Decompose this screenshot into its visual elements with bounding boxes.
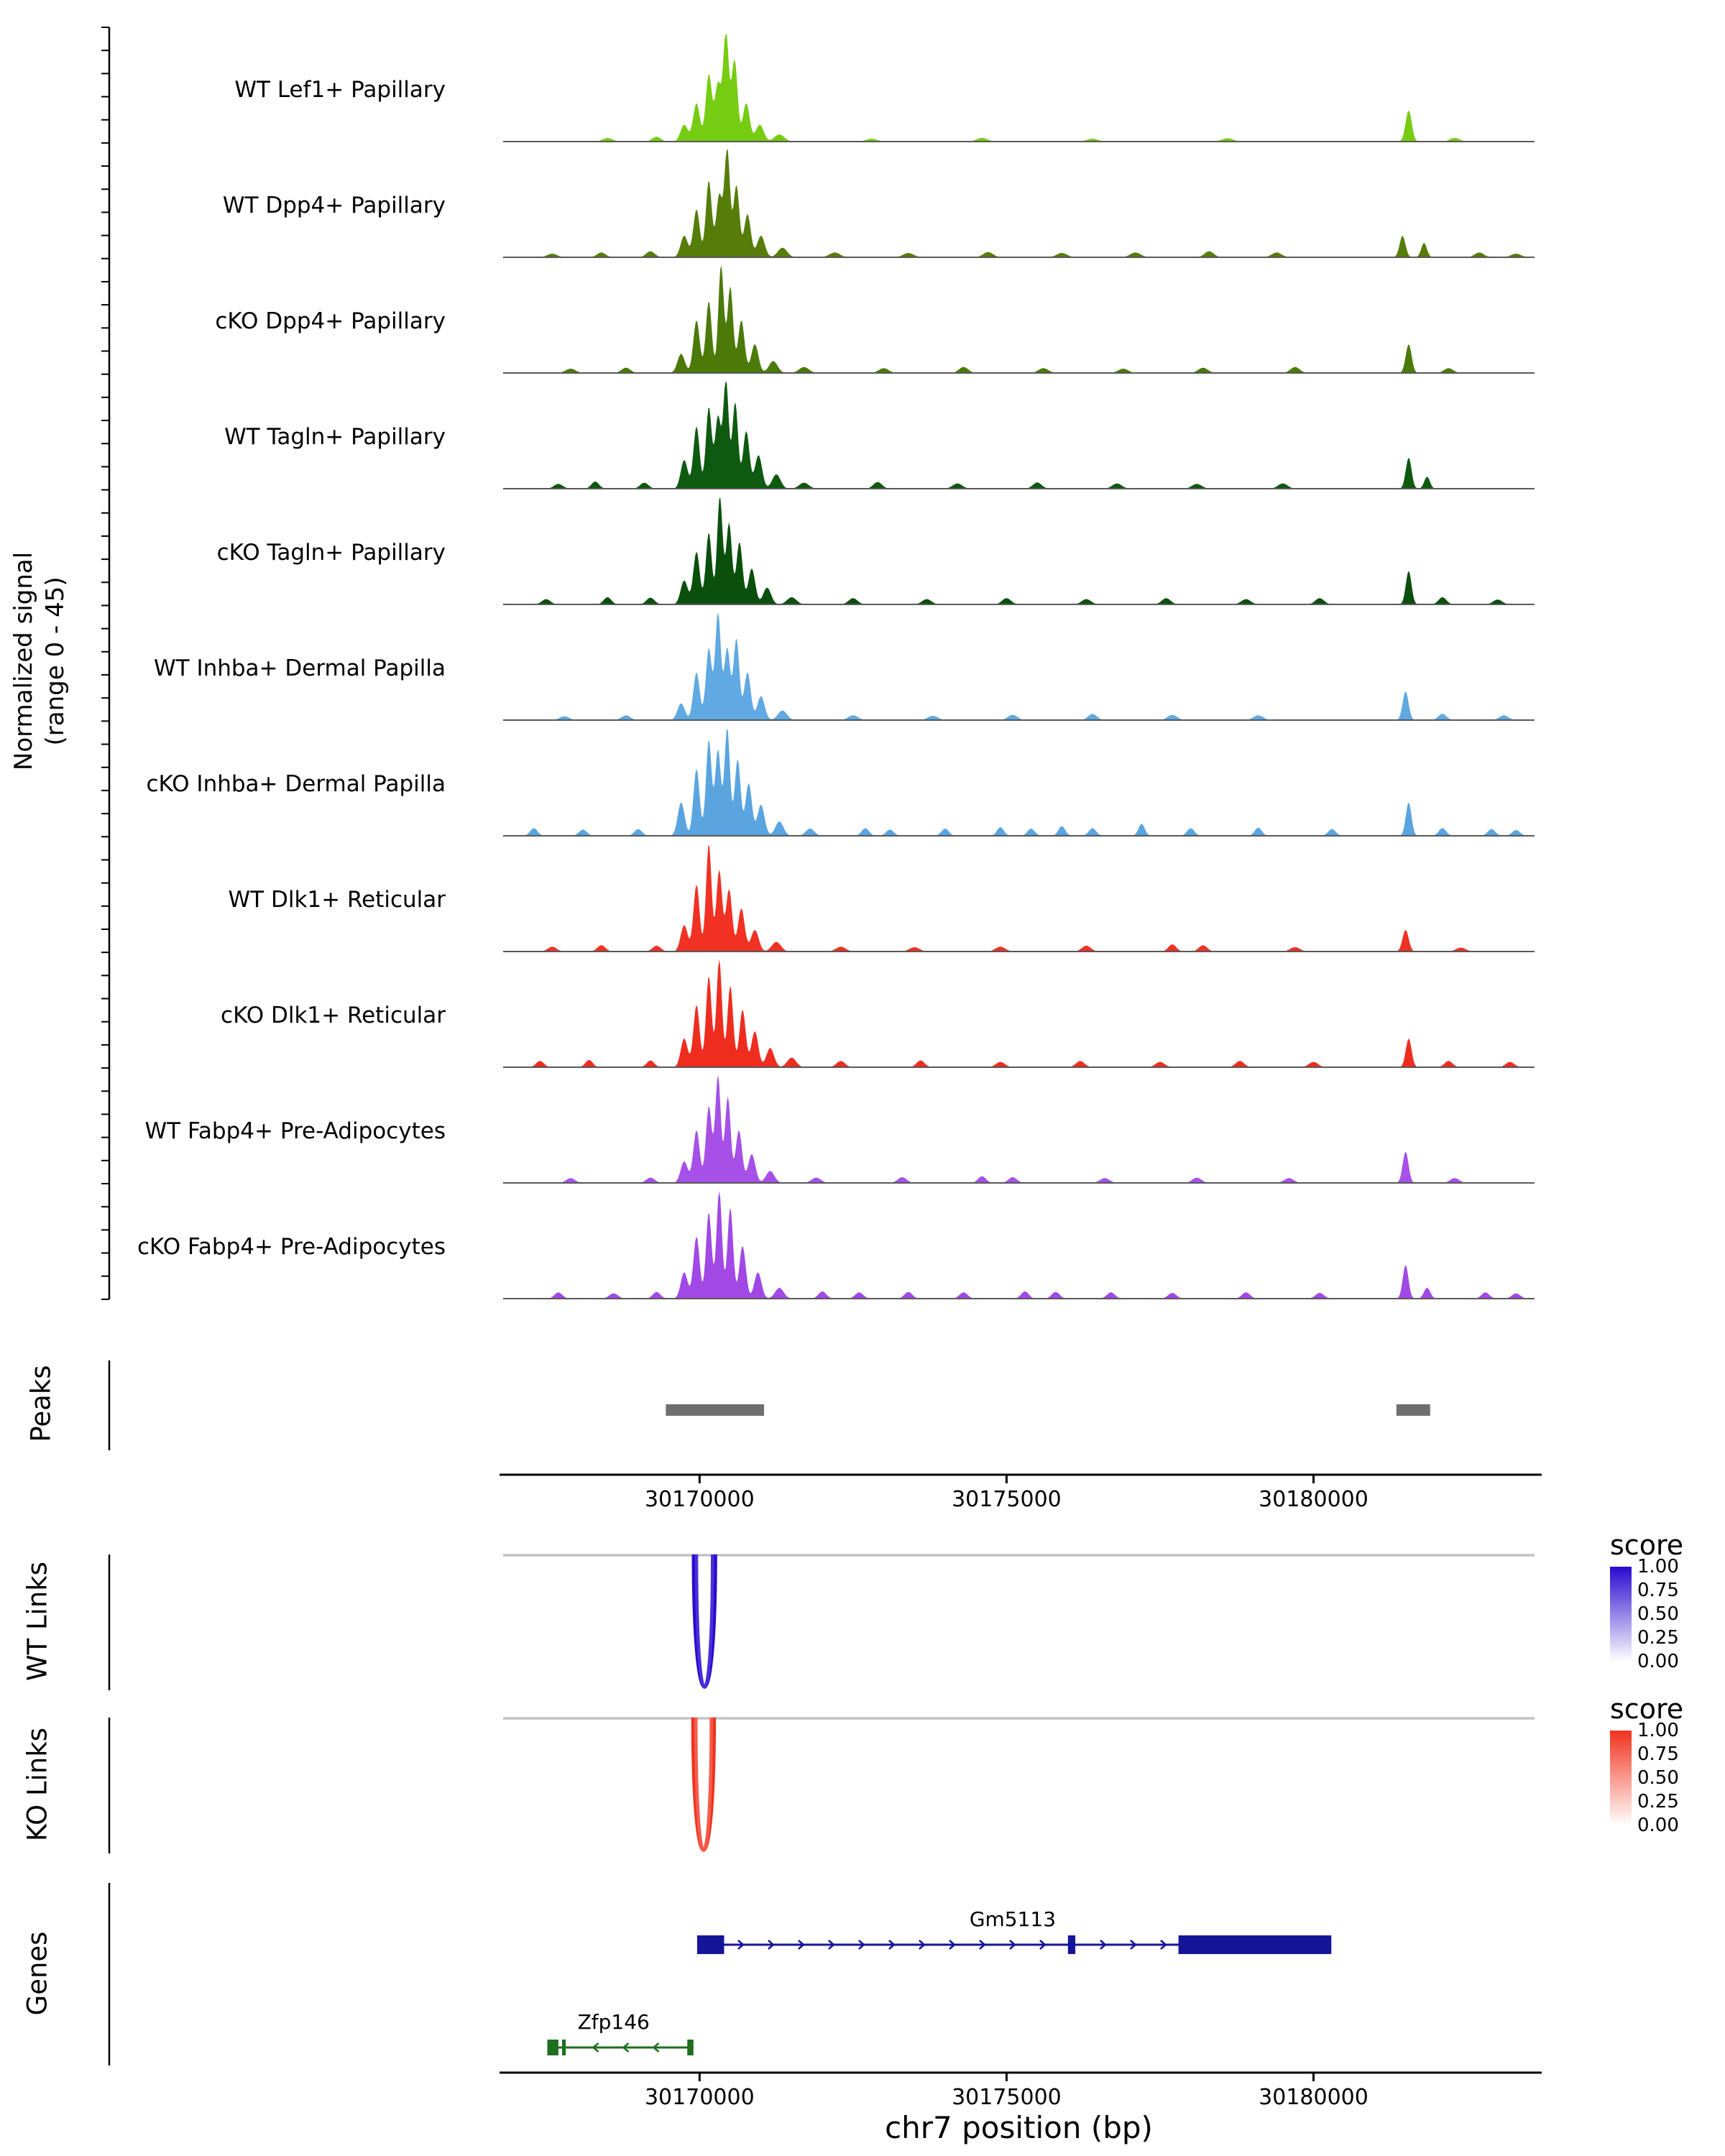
x-tick-label: 30170000 <box>645 2085 755 2110</box>
gene-strand-arrow <box>737 1940 745 1950</box>
ko-links-score-legend: score 1.00 0.75 0.50 0.25 0.00 <box>1610 1693 1696 1835</box>
x-tick-label: 30175000 <box>952 1487 1062 1512</box>
legend-tick-label: 1.00 <box>1637 1720 1679 1741</box>
track-label-wt-dlk1: WT Dlk1+ Reticular <box>228 887 446 913</box>
signal-area <box>503 381 1535 489</box>
gene-exon <box>1178 1935 1332 1954</box>
gene-strand-arrow <box>979 1940 986 1950</box>
legend-tick-label: 0.50 <box>1637 1603 1679 1625</box>
gene-strand-arrow <box>858 1940 865 1950</box>
signal-axis-label-line1: Normalized signal <box>9 551 38 771</box>
signal-area <box>503 612 1535 720</box>
gene-strand-arrow <box>1009 1940 1016 1950</box>
signal-area <box>503 149 1535 257</box>
signal-area <box>503 845 1535 952</box>
link-arc <box>694 1554 714 1689</box>
gene-exon <box>687 2040 694 2055</box>
legend-tick-label: 0.25 <box>1637 1627 1679 1649</box>
signal-area <box>503 959 1535 1067</box>
signal-area <box>503 265 1535 373</box>
gene-strand-arrow <box>592 2042 599 2053</box>
x-tick-label: 30175000 <box>952 2085 1062 2110</box>
signal-area <box>503 1075 1535 1183</box>
x-tick-label: 30180000 <box>1259 2085 1368 2110</box>
legend-body: 1.00 0.75 0.50 0.25 0.00 <box>1610 1557 1696 1671</box>
gene-name-label: Gm5113 <box>970 1907 1056 1931</box>
gene-exon <box>696 1935 724 1954</box>
link-arc <box>694 1717 713 1852</box>
track-label-cko-inhba: cKO Inhba+ Dermal Papilla <box>146 771 446 797</box>
legend-title: score <box>1610 1693 1684 1725</box>
legend-body: 1.00 0.75 0.50 0.25 0.00 <box>1610 1721 1696 1835</box>
track-label-cko-dpp4: cKO Dpp4+ Papillary <box>215 308 446 334</box>
track-label-cko-tagln: cKO Tagln+ Papillary <box>216 540 446 566</box>
legend-tick-label: 0.50 <box>1637 1767 1679 1789</box>
wt-links-section-label: WT Links <box>22 1562 53 1681</box>
gene-strand-arrow <box>1039 1940 1046 1950</box>
gene-exon <box>562 2040 566 2055</box>
track-label-wt-tagln: WT Tagln+ Papillary <box>224 424 446 450</box>
gene-strand-arrow <box>828 1940 835 1950</box>
legend-labels: 1.00 0.75 0.50 0.25 0.00 <box>1632 1557 1696 1671</box>
track-label-wt-dpp4: WT Dpp4+ Papillary <box>222 193 446 218</box>
x-tick-label: 30180000 <box>1259 1487 1368 1512</box>
peaks-section-label: Peaks <box>25 1365 57 1442</box>
legend-tick-label: 0.00 <box>1637 1815 1679 1836</box>
legend-tick-label: 1.00 <box>1637 1556 1679 1577</box>
gene-strand-arrow <box>652 2042 660 2053</box>
genes-section-label: Genes <box>22 1931 53 2016</box>
legend-tick-label: 0.25 <box>1637 1791 1679 1812</box>
track-label-wt-fabp4: WT Fabp4+ Pre-Adipocytes <box>144 1118 446 1144</box>
gene-exon <box>547 2040 558 2055</box>
wt-links-score-legend: score 1.00 0.75 0.50 0.25 0.00 <box>1610 1529 1696 1671</box>
ko-links-section-label: KO Links <box>22 1727 53 1842</box>
score-gradient-bar <box>1610 1731 1632 1825</box>
track-label-wt-lef1: WT Lef1+ Papillary <box>234 77 446 103</box>
score-gradient-bar <box>1610 1567 1632 1662</box>
gene-strand-arrow <box>1130 1940 1137 1950</box>
x-tick-label: 30170000 <box>645 1487 755 1512</box>
signal-area <box>503 1191 1535 1299</box>
gene-strand-arrow <box>919 1940 926 1950</box>
signal-area <box>503 728 1535 836</box>
legend-tick-label: 0.75 <box>1637 1580 1679 1601</box>
gene-strand-arrow <box>622 2042 630 2053</box>
gene-strand-arrow <box>1100 1940 1107 1950</box>
peak-region <box>666 1404 765 1416</box>
legend-tick-label: 0.00 <box>1637 1651 1679 1672</box>
gene-strand-arrow <box>798 1940 805 1950</box>
legend-tick-label: 0.75 <box>1637 1743 1679 1765</box>
peak-region <box>1396 1404 1430 1416</box>
legend-title: score <box>1610 1529 1684 1561</box>
gene-name-label: Zfp146 <box>578 2010 650 2034</box>
x-axis-title: chr7 position (bp) <box>885 2110 1153 2145</box>
legend-labels: 1.00 0.75 0.50 0.25 0.00 <box>1632 1721 1696 1835</box>
gene-strand-arrow <box>949 1940 956 1950</box>
gene-strand-arrow <box>1160 1940 1167 1950</box>
signal-area <box>503 497 1535 604</box>
gene-strand-arrow <box>888 1940 896 1950</box>
track-label-cko-fabp4: cKO Fabp4+ Pre-Adipocytes <box>137 1234 446 1260</box>
track-label-wt-inhba: WT Inhba+ Dermal Papilla <box>154 655 446 681</box>
gene-exon <box>1067 1935 1076 1954</box>
gene-strand-arrow <box>768 1940 775 1950</box>
signal-area <box>503 34 1535 142</box>
track-label-cko-dlk1: cKO Dlk1+ Reticular <box>221 1003 446 1028</box>
